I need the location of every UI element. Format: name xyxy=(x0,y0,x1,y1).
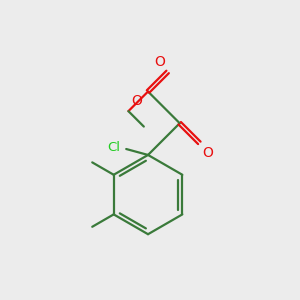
Text: O: O xyxy=(131,94,142,108)
Text: Cl: Cl xyxy=(107,140,120,154)
Text: O: O xyxy=(202,146,213,160)
Text: O: O xyxy=(154,55,165,69)
